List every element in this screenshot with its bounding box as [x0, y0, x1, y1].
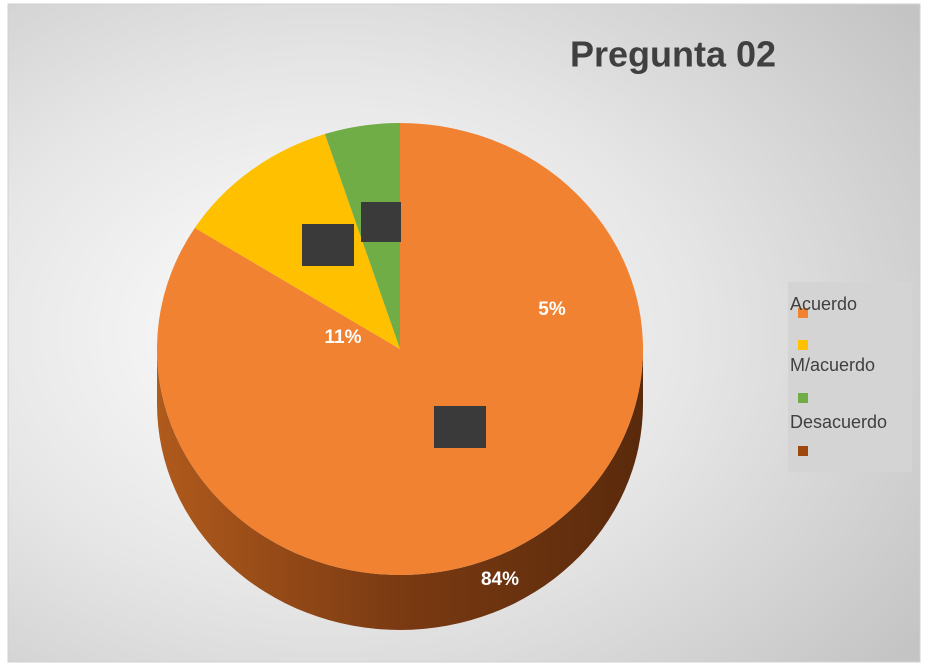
- data-label: 5%: [538, 299, 566, 320]
- chart-title: Pregunta 02: [570, 34, 776, 75]
- pie-slice: [194, 134, 400, 349]
- legend-marker: [798, 393, 808, 403]
- legend-label: Acuerdo: [790, 294, 857, 314]
- artifact: [302, 224, 354, 266]
- legend-label: M/acuerdo: [790, 355, 875, 375]
- artifact: [434, 406, 486, 448]
- legend-marker: [798, 446, 808, 456]
- data-label: 84%: [481, 569, 519, 590]
- pie-side: [157, 349, 643, 630]
- legend-marker: [798, 340, 808, 350]
- data-label: 11%: [325, 327, 362, 348]
- legend-label: Desacuerdo: [790, 412, 887, 432]
- legend-box: [788, 282, 912, 472]
- artifact: [361, 202, 401, 242]
- legend-marker: [798, 308, 808, 318]
- pie-slice: [156, 123, 644, 576]
